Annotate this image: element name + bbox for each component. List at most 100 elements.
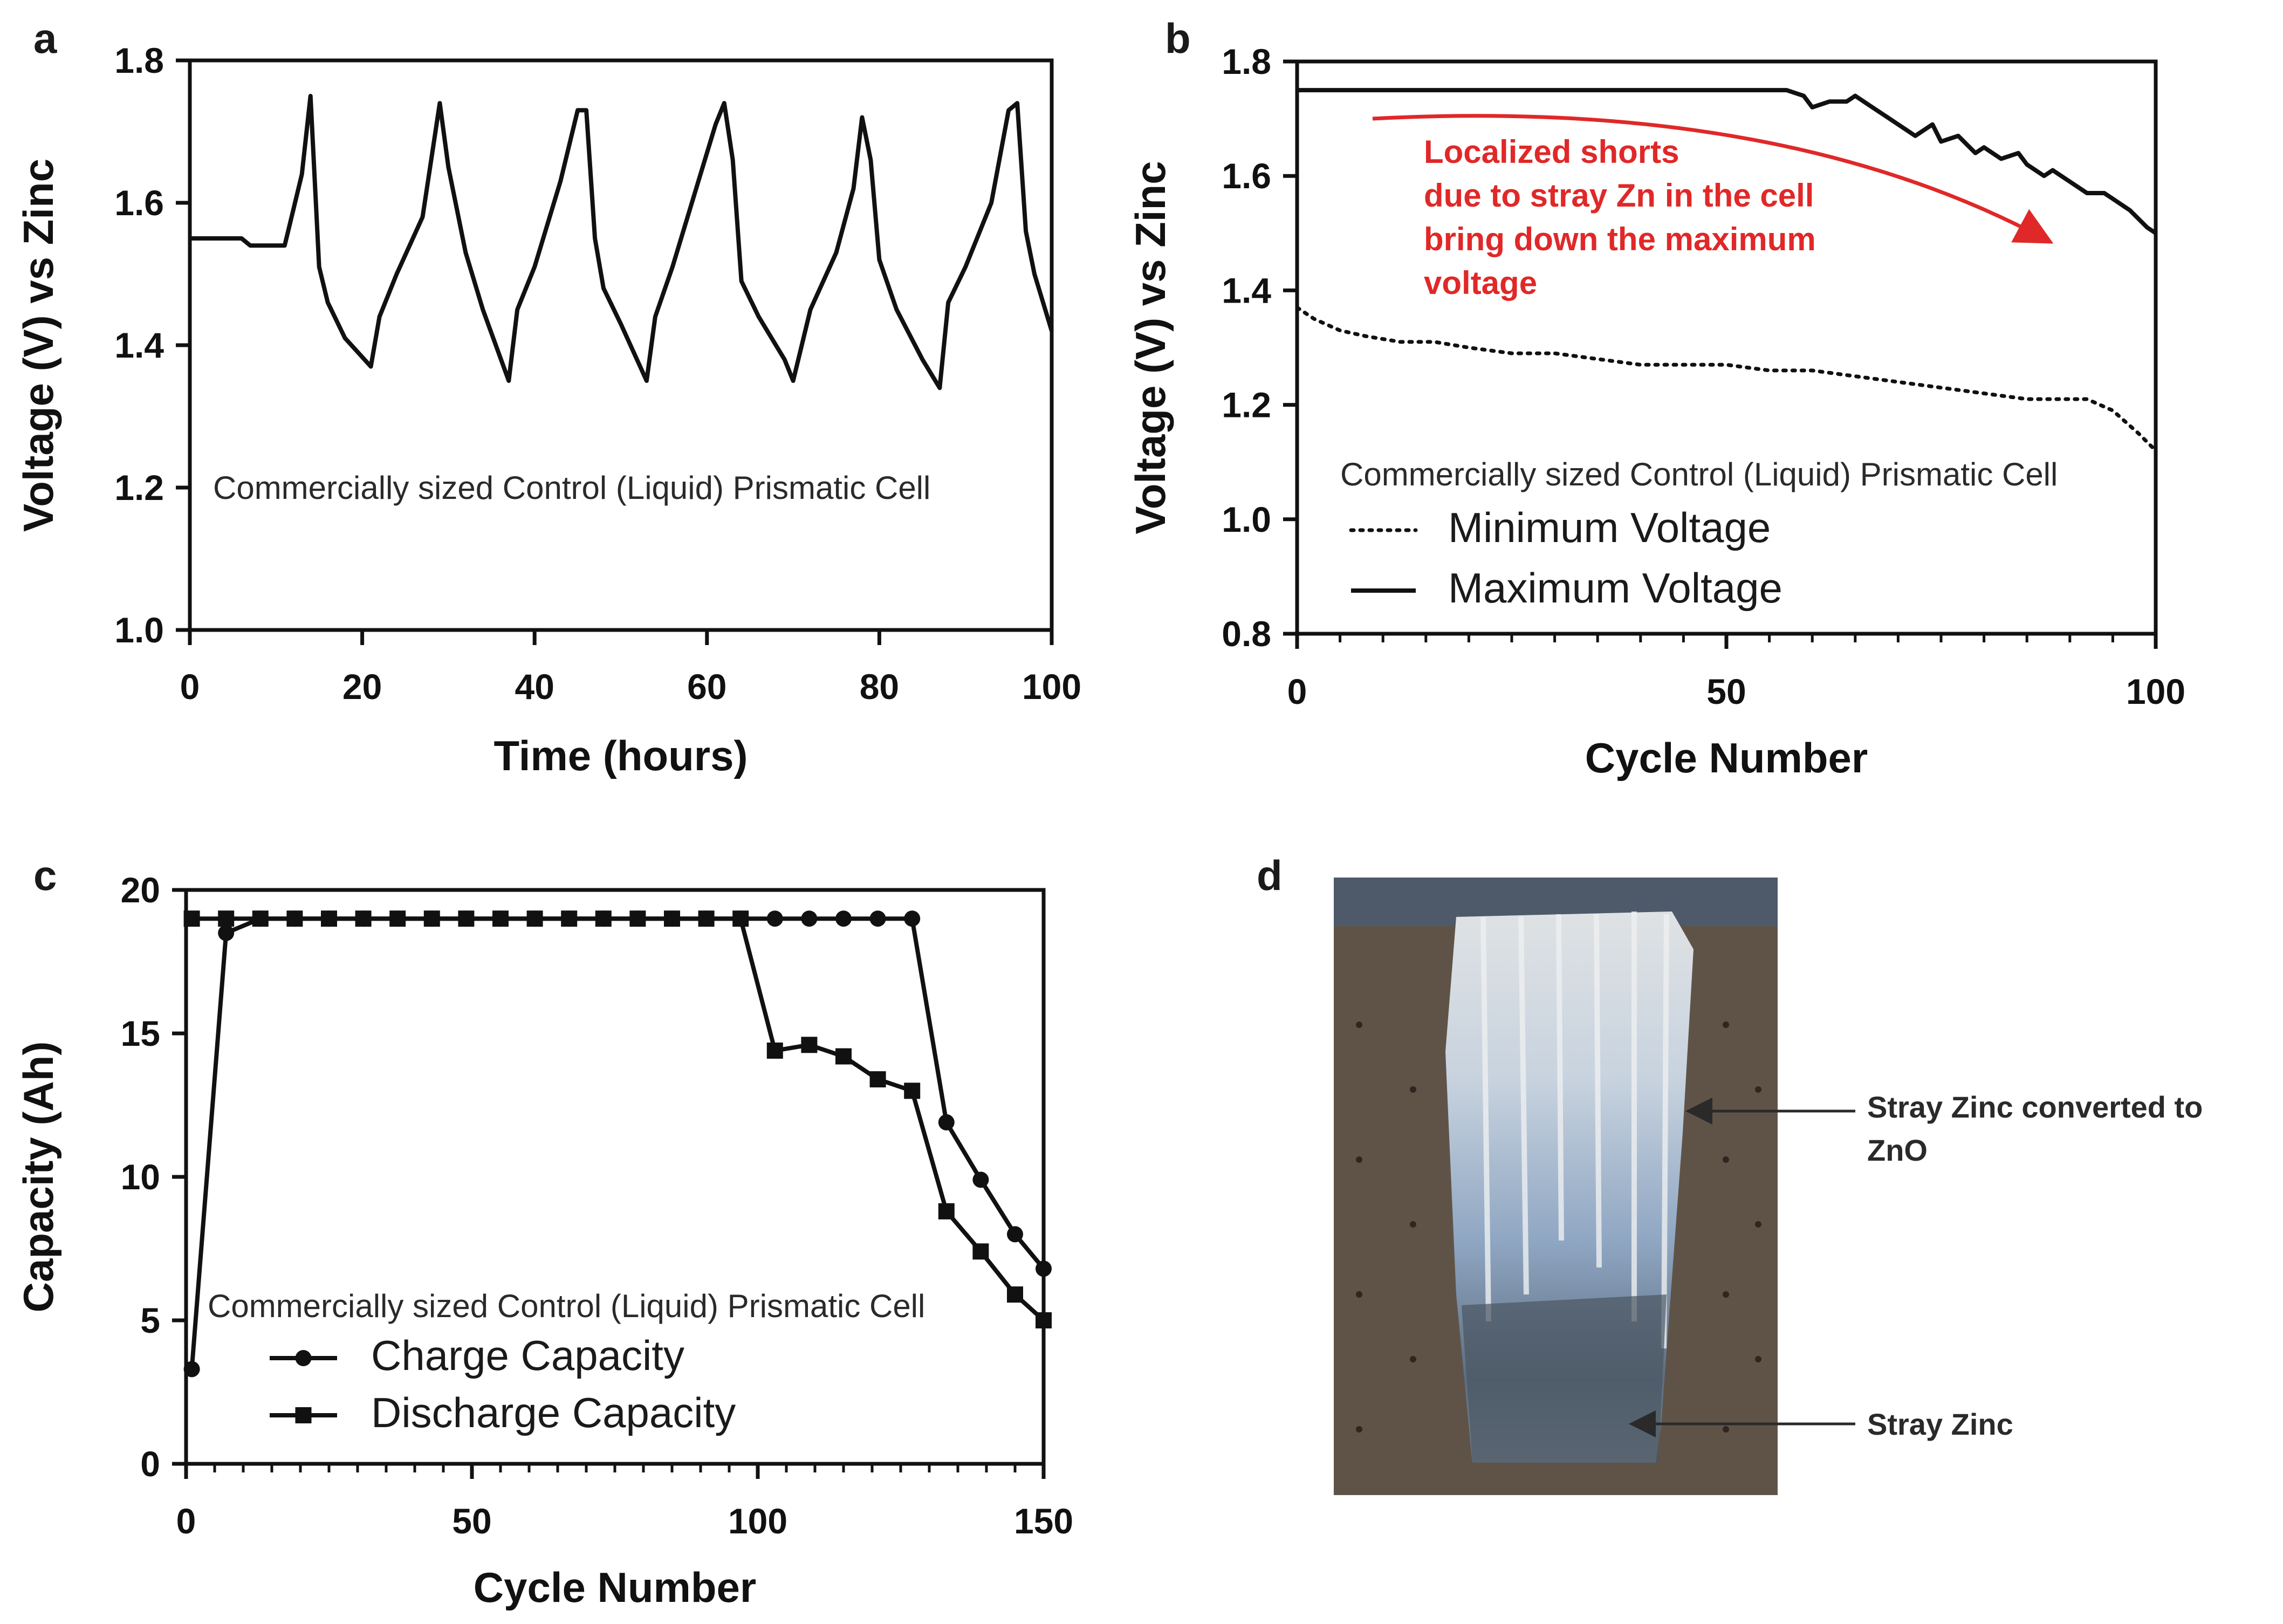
data-point-1 [286,910,303,927]
data-point-1 [904,1082,921,1099]
photo-label-znO-line1: Stray Zinc converted to [1867,1090,2203,1124]
y-axis-title: Voltage (V) vs Zinc [1127,161,1174,534]
data-point-1 [698,910,715,927]
plot-frame [188,58,1054,632]
data-point-1 [561,910,578,927]
data-point-1 [835,1048,852,1065]
x-tick-label: 100 [1022,667,1081,707]
data-point-1 [526,910,543,927]
y-tick-label: 1.6 [1222,156,1271,196]
data-point-1 [664,910,680,927]
x-tick-label: 60 [687,667,726,707]
legend-label-0: Minimum Voltage [1448,504,1771,551]
data-point-1 [321,910,337,927]
data-point-1 [389,910,406,927]
data-point-0 [835,910,852,927]
x-tick-label: 50 [452,1501,491,1541]
y-tick-label: 0 [140,1444,160,1484]
y-tick-label: 1.6 [114,183,164,223]
x-tick-label: 80 [860,667,899,707]
series-line-0 [1295,305,2158,453]
y-tick-label: 5 [140,1300,160,1340]
panel-letter-b: b [1165,15,1191,62]
annotation-arrow [1372,114,2054,244]
photo-label-stray-zinc: Stray Zinc [1867,1407,2013,1441]
x-tick-label: 40 [515,667,554,707]
x-tick-label: 0 [180,667,200,707]
photo-label-znO-line2: ZnO [1867,1133,1928,1167]
series-line-0 [190,94,1054,390]
y-tick-label: 1.0 [1222,499,1271,539]
panel-letter-a: a [33,15,57,62]
y-axis-title: Voltage (V) vs Zinc [15,159,62,532]
data-point-1 [595,910,612,927]
data-point-1 [355,910,372,927]
plot-annotation: Commercially sized Control (Liquid) Pris… [213,470,930,506]
legend-label-1: Discharge Capacity [371,1389,736,1436]
photo-electrode-plates [1480,912,1669,1349]
data-point-0 [869,910,886,927]
panel-letter-c: c [33,852,57,899]
annotation-line-3: bring down the maximum [1424,221,1816,257]
x-tick-label: 150 [1014,1501,1073,1541]
y-tick-label: 1.4 [1222,270,1271,310]
x-axis-title: Cycle Number [474,1564,757,1611]
photo-board-holes [1356,1022,1761,1433]
y-tick-label: 10 [121,1157,160,1197]
x-tick-label: 100 [2126,671,2185,711]
y-tick-label: 1.2 [1222,385,1271,425]
data-point-0 [1007,1226,1023,1243]
y-axis-title: Capacity (Ah) [15,1041,62,1313]
data-point-1 [732,910,749,927]
chart-a: 1.0 1.2 1.4 1.6 1.8 0 20 40 60 80 100 Time (hours) V… [15,40,1081,779]
data-point-1 [766,1042,783,1059]
data-point-0 [801,910,818,927]
data-point-1 [972,1243,989,1260]
legend-marker-0 [295,1350,312,1366]
data-point-1 [492,910,509,927]
data-point-1 [938,1203,955,1219]
data-point-0 [972,1171,989,1188]
legend-label-1: Maximum Voltage [1448,564,1782,612]
x-axis-title: Cycle Number [1585,734,1868,782]
x-tick-label: 50 [1706,671,1746,711]
y-tick-label: 15 [121,1013,160,1053]
y-tick-label: 1.8 [1222,42,1271,81]
data-point-0 [218,924,235,941]
data-point-1 [629,910,646,927]
data-point-1 [1007,1286,1023,1303]
y-tick-label: 1.4 [114,325,164,365]
data-point-0 [1036,1260,1052,1277]
data-point-1 [252,910,269,927]
x-axis-title: Time (hours) [494,732,748,779]
photo-panel-d: Stray Zinc converted to ZnO Stray Zinc [1334,878,2203,1495]
data-point-0 [938,1114,955,1130]
series-line-1 [191,916,1045,1322]
y-tick-label: 20 [121,870,160,910]
annotation-line-1: Localized shorts [1424,134,1679,170]
data-point-1 [218,910,235,927]
data-point-1 [1036,1312,1052,1328]
y-tick-label: 1.2 [114,468,164,508]
photo-stray-zinc [1462,1294,1667,1463]
data-point-1 [458,910,475,927]
plot-annotation: Commercially sized Control (Liquid) Pris… [208,1288,925,1324]
y-tick-label: 1.8 [114,40,164,80]
chart-b: 0.8 1.0 1.2 1.4 1.6 1.8 0 50 100 Cycle Number Volt… [1127,42,2185,782]
data-point-0 [183,1361,200,1378]
data-point-1 [869,1071,886,1088]
plot-annotation: Commercially sized Control (Liquid) Pris… [1340,456,2058,492]
x-tick-label: 0 [1287,671,1307,711]
x-tick-label: 100 [728,1501,787,1541]
x-tick-label: 0 [176,1501,196,1541]
y-tick-label: 0.8 [1222,614,1271,654]
annotation-line-2: due to stray Zn in the cell [1424,177,1814,214]
data-point-0 [904,910,921,927]
x-tick-label: 20 [342,667,382,707]
panel-letter-d: d [1257,852,1283,899]
annotation-line-4: voltage [1424,265,1537,301]
y-tick-label: 1.0 [114,610,164,650]
data-point-1 [423,910,440,927]
data-point-1 [801,1037,818,1053]
